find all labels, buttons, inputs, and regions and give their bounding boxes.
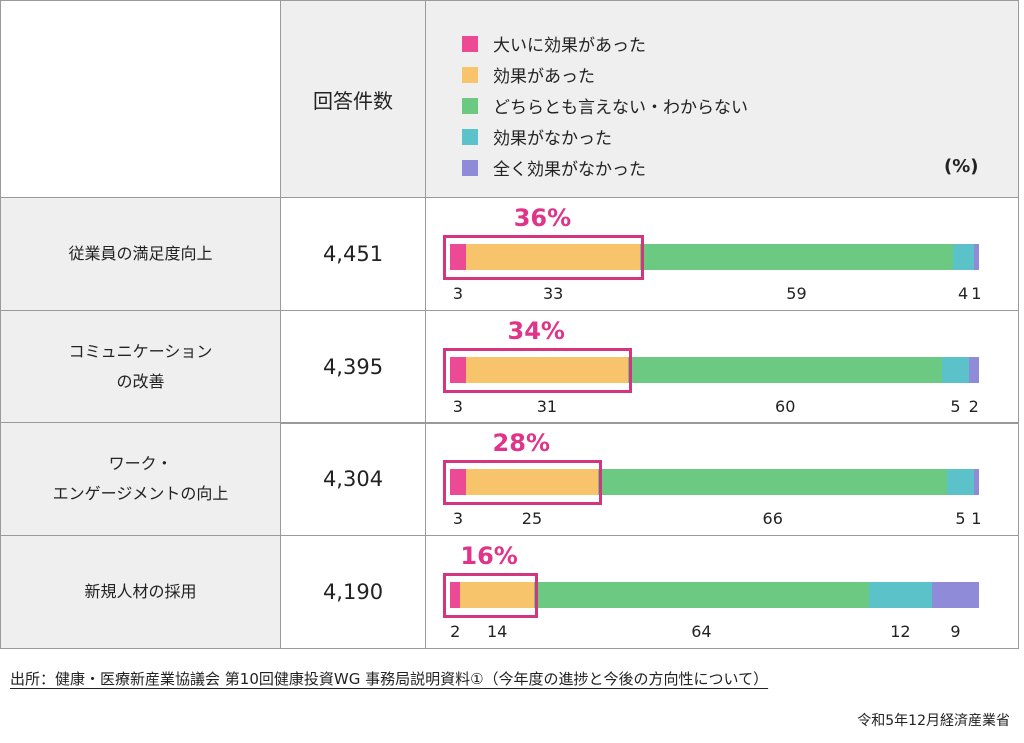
bar-segment <box>968 357 979 383</box>
legend-swatch <box>462 35 478 52</box>
value-label: 1 <box>971 284 982 303</box>
value-label: 12 <box>890 622 911 641</box>
legend-item: 大いに効果があった <box>462 28 748 59</box>
bar-segment <box>952 244 974 270</box>
bar-segment <box>450 357 466 383</box>
row-label: 従業員の満足度向上 <box>0 197 281 311</box>
bar-segment <box>640 244 953 270</box>
row-count: 4,395 <box>280 310 426 424</box>
value-label: 66 <box>762 509 783 528</box>
count-header-label: 回答件数 <box>313 88 393 113</box>
row-label: 新規人材の採用 <box>0 535 281 649</box>
bar-segment <box>598 469 948 495</box>
organization-note: 令和5年12月経済産業省 <box>857 713 1010 729</box>
row-count: 4,451 <box>280 197 426 311</box>
legend-item: 全く効果がなかった <box>462 152 748 183</box>
row-label: ワーク・ エンゲージメントの向上 <box>0 422 281 536</box>
bar-segment <box>947 469 974 495</box>
highlight-box <box>443 573 538 618</box>
row-label-text: ワーク・ エンゲージメントの向上 <box>52 454 229 503</box>
highlight-percent: 16% <box>460 542 518 570</box>
legend-label: 効果がなかった <box>493 129 612 149</box>
bar-segment <box>931 582 979 608</box>
count-header: 回答件数 <box>280 0 426 198</box>
bar-segment <box>533 582 869 608</box>
row-label: コミュニケーション の改善 <box>0 310 281 424</box>
corner-cell <box>0 0 281 198</box>
value-label: 4 <box>958 284 969 303</box>
unit-label: (%) <box>944 156 979 177</box>
legend-item: 効果がなかった <box>462 121 748 152</box>
legend: 大いに効果があった 効果があったどちらとも言えない・わからない 効果がなかった全く効… <box>462 28 748 183</box>
value-label: 59 <box>786 284 807 303</box>
highlight-percent: 28% <box>492 429 550 457</box>
value-label: 3 <box>452 397 463 416</box>
legend-item: 効果があった <box>462 59 748 90</box>
value-label: 2 <box>968 397 979 416</box>
source-note: 出所：健康・医療新産業協議会 第10回健康投資WG 事務局説明資料①（今年度の進… <box>10 670 769 688</box>
value-label: 1 <box>971 509 982 528</box>
bar-segment <box>973 244 979 270</box>
row-label-text: コミュニケーション の改善 <box>68 342 213 391</box>
bar-segment <box>465 244 641 270</box>
row-count: 4,304 <box>280 422 426 536</box>
highlight-box <box>443 460 603 505</box>
value-label: 25 <box>521 509 543 528</box>
bar-segment <box>465 469 599 495</box>
value-label: 31 <box>536 397 558 416</box>
value-label: 33 <box>542 284 564 303</box>
legend-label: 効果があった <box>493 67 595 87</box>
legend-label: どちらとも言えない・わからない <box>493 98 748 118</box>
row-count: 4,190 <box>280 535 426 649</box>
legend-cell <box>425 0 1019 198</box>
highlight-percent: 36% <box>513 204 572 232</box>
bar-segment <box>450 582 461 608</box>
legend-label: 大いに効果があった <box>493 36 646 56</box>
value-label: 14 <box>486 622 508 641</box>
value-label: 5 <box>950 397 961 416</box>
legend-label: 全く効果がなかった <box>493 160 646 180</box>
row-count-value: 4,190 <box>322 580 384 604</box>
value-label: 60 <box>775 397 796 416</box>
value-label: 3 <box>452 509 464 528</box>
highlight-percent: 34% <box>507 317 565 345</box>
row-label-text: 従業員の満足度向上 <box>68 244 213 263</box>
bar-segment <box>628 357 943 383</box>
value-label: 3 <box>452 284 464 303</box>
legend-swatch <box>462 128 478 145</box>
row-count-value: 4,451 <box>322 242 384 266</box>
bar-segment <box>942 357 969 383</box>
bar-segment <box>450 244 466 270</box>
bar-cell <box>425 535 1019 649</box>
bar-segment <box>465 357 629 383</box>
bar-segment <box>460 582 534 608</box>
value-label: 2 <box>450 622 461 641</box>
bar-segment <box>869 582 932 608</box>
bar-segment <box>450 469 466 495</box>
highlight-box <box>443 235 645 280</box>
legend-item: どちらとも言えない・わからない <box>462 90 748 121</box>
bar-segment <box>973 469 979 495</box>
legend-swatch <box>462 66 478 83</box>
row-count-value: 4,304 <box>322 467 384 491</box>
legend-swatch <box>462 97 478 114</box>
legend-swatch <box>462 159 478 176</box>
highlight-box <box>443 348 633 393</box>
value-label: 9 <box>950 622 961 641</box>
value-label: 5 <box>955 509 966 528</box>
value-label: 64 <box>691 622 712 641</box>
row-label-text: 新規人材の採用 <box>84 582 197 601</box>
row-count-value: 4,395 <box>322 355 384 379</box>
bar-cell <box>425 310 1019 424</box>
